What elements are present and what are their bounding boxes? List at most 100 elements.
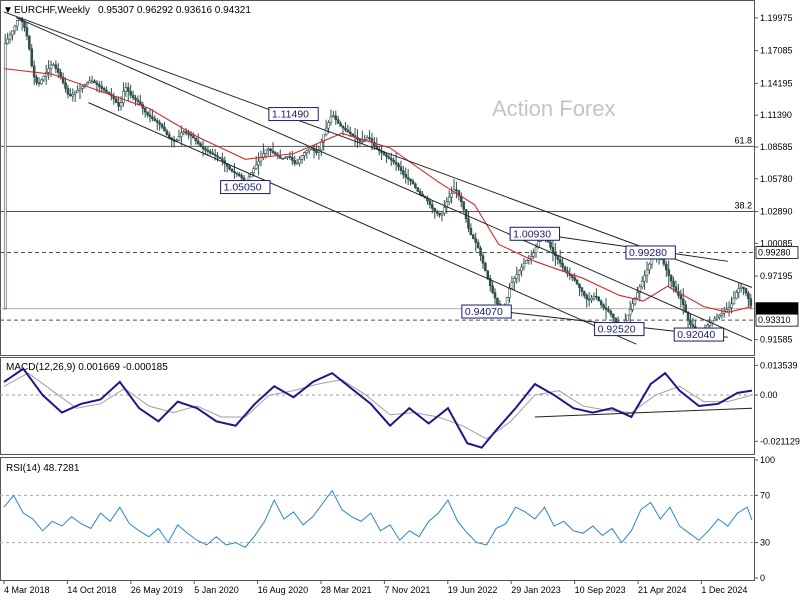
candle-body [44,72,48,77]
candle-body [196,140,200,145]
candle-body [479,247,482,256]
macd-signal-line [3,372,753,440]
candle-body [742,286,745,289]
candle-body [85,82,89,85]
candle-body [450,193,453,198]
candle-body [15,20,19,27]
candle-body [305,150,309,153]
candle-body [69,93,72,97]
candle-body [493,292,497,299]
candle-body [90,80,94,83]
x-tick-label: 5 Jan 2020 [194,585,239,595]
candle-body [54,64,58,69]
candle-body [286,156,289,158]
price-tick-label: 1.05780 [760,174,793,184]
candle-body [37,82,41,85]
candle-body [715,316,719,320]
candle-body [739,286,743,290]
x-tick-label: 28 Mar 2021 [321,585,372,595]
x-tick-label: 21 Apr 2024 [638,585,687,595]
candle-body [315,150,318,153]
candle-body [192,135,195,139]
candle-body [414,183,417,188]
candle-body [254,164,258,170]
candle-body [486,270,490,279]
candle-body [730,303,733,308]
candle-body [298,158,301,164]
x-tick-label: 14 Oct 2018 [67,585,116,595]
trendline [3,11,753,288]
candle-body [402,170,405,175]
macd-panel-frame [0,357,755,455]
candle-body [435,210,439,214]
candle-body [749,298,753,306]
candle-body [389,158,393,161]
candle-body [49,64,53,69]
candle-body [520,266,523,272]
candle-body [418,191,422,195]
candle-body [303,152,306,156]
candle-body [134,97,137,101]
price-annotation-label: 1.11490 [272,109,309,121]
candle-body [368,137,371,139]
candle-body [240,175,243,179]
candle-body [216,155,219,158]
candle-body [228,166,231,170]
candle-body [517,270,521,275]
x-tick-label: 7 Nov 2021 [384,585,430,595]
candle-body [404,174,408,178]
candle-body [151,116,154,119]
candle-body [691,324,695,327]
candle-body [563,266,567,272]
rsi-panel-frame [0,457,755,581]
candle-body [283,157,287,160]
candle-body [184,131,188,134]
macd-tick-label: -0.021129 [760,436,800,446]
candle-body [474,238,478,243]
candle-body [61,76,65,84]
candle-body [295,162,299,165]
candle-body [177,136,181,141]
candle-body [81,86,84,89]
candle-body [332,115,335,118]
candle-body [737,288,741,293]
macd-label: MACD(12,26,9) 0.001669 -0.000185 [6,362,168,373]
candle-body [718,314,721,318]
price-annotation-label: 0.94070 [465,306,503,318]
candle-body [329,116,333,123]
candle-body [515,274,519,279]
candle-body [443,207,446,214]
candle-body [358,139,362,142]
dropdown-arrow-icon[interactable]: ▼ [3,5,13,16]
candle-body [209,151,212,154]
candle-body [160,124,164,128]
price-annotation-label: 1.00930 [513,228,551,240]
candle-body [73,91,77,95]
candle-body [573,277,576,281]
candle-body [681,298,685,306]
candle-body [182,131,186,134]
candle-body [233,171,236,174]
price-tick-label: 1.02890 [760,207,793,217]
candle-body [339,123,342,127]
candle-body [189,134,193,137]
candle-body [139,101,142,105]
candle-body [587,298,591,301]
candle-body [66,88,70,95]
candle-body [13,25,17,32]
candle-body [102,88,106,91]
candle-body [411,180,415,185]
candle-body [344,127,347,131]
candle-body [204,148,207,151]
candle-body [235,172,239,175]
candle-body [218,156,222,159]
level-label: 38.2 [734,201,752,211]
x-tick-label: 29 Jan 2023 [511,585,561,595]
candle-body [348,131,352,135]
candle-body [237,173,241,176]
candle-body [105,90,108,93]
candle-body [206,149,210,152]
candle-body [592,295,596,299]
candle-body [599,300,603,306]
